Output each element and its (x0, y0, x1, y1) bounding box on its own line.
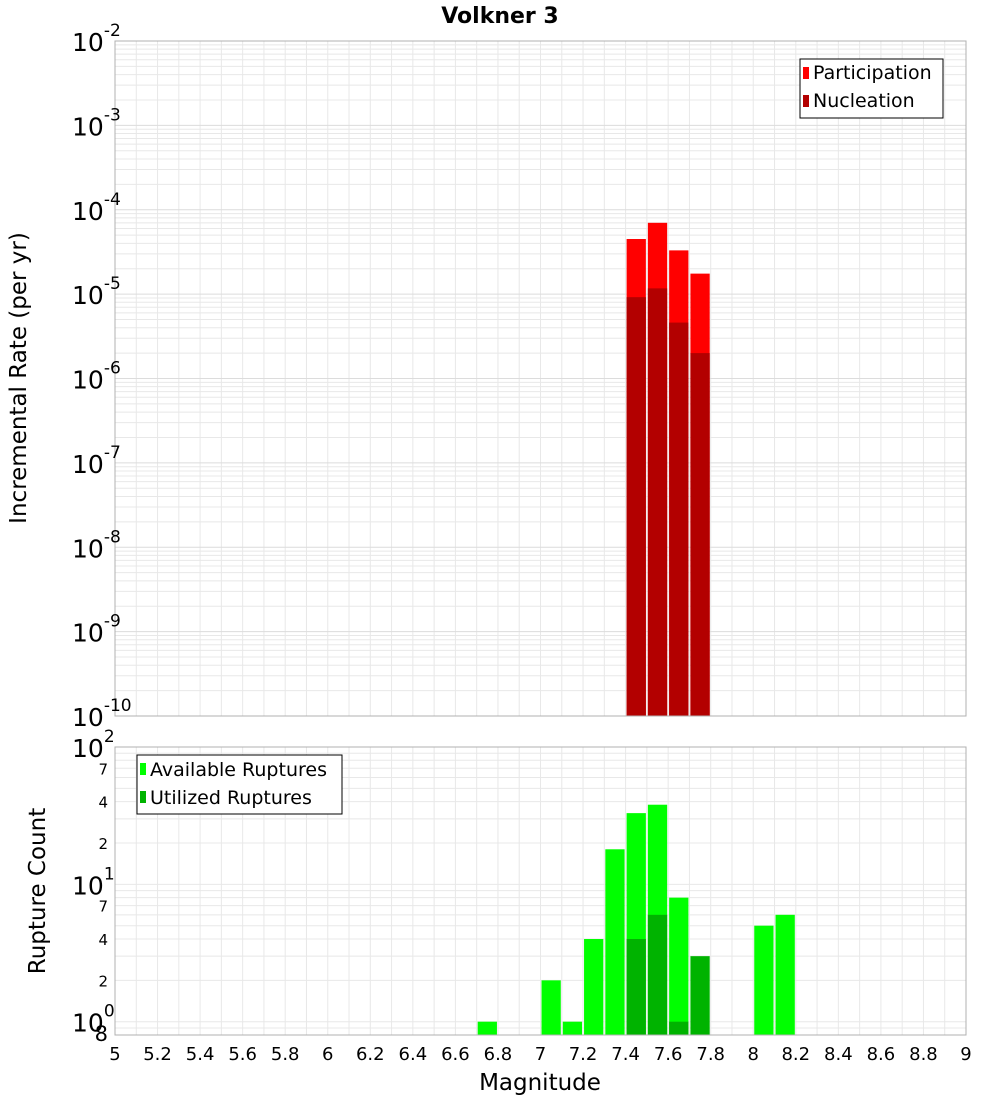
legend-label-available: Available Ruptures (150, 759, 327, 781)
legend-label-participation: Participation (813, 62, 932, 84)
bottom-y-minor-tick-label: 4 (98, 794, 108, 812)
bottom-bar-available-ruptures (541, 980, 561, 1035)
x-tick-label: 5.8 (271, 1044, 300, 1065)
bottom-bar-available-ruptures (584, 939, 604, 1035)
top-y-tick-exponent: -6 (104, 359, 121, 379)
legend-swatch-utilized (140, 791, 146, 803)
x-tick-label: 9 (960, 1044, 971, 1065)
x-tick-label: 8.2 (781, 1044, 810, 1065)
bottom-bar-available-ruptures (754, 925, 774, 1035)
bottom-y-tick-label: 100 (72, 1002, 115, 1038)
x-tick-label: 7 (535, 1044, 546, 1065)
bottom-plot-area (114, 746, 967, 1036)
bottom-y-minor-tick-label: 2 (98, 972, 108, 990)
x-tick-label: 5.6 (228, 1044, 257, 1065)
top-plot-area (114, 40, 967, 717)
top-plot-bars (626, 222, 710, 717)
top-y-tick-label: 10-2 (72, 21, 121, 57)
top-y-tick-label: 10-10 (72, 696, 132, 732)
top-y-tick-exponent: -4 (104, 190, 121, 210)
top-y-axis-label: Incremental Rate (per yr) (6, 232, 32, 524)
legend-swatch-participation (803, 67, 809, 79)
top-y-tick-exponent: -10 (104, 696, 132, 716)
top-y-tick-exponent: -7 (104, 443, 121, 463)
top-y-tick-exponent: -3 (104, 105, 121, 125)
legend-label-nucleation: Nucleation (813, 90, 915, 112)
top-y-tick-exponent: -8 (104, 527, 121, 547)
x-tick-label: 6 (322, 1044, 333, 1065)
legend-swatch-available (140, 763, 146, 775)
x-axis-ticks: 5 5.2 5.4 5.6 5.8 6 6.2 6.4 6.6 6.8 7 7.2 7.4 7.6 7.8 8… (109, 1044, 971, 1065)
legend-swatch-nucleation (803, 95, 809, 107)
bottom-y-tick-label: 102 (72, 727, 115, 763)
top-plot-gridlines (114, 41, 967, 717)
x-tick-label: 6.4 (399, 1044, 428, 1065)
bottom-legend: Available Ruptures Utilized Ruptures (136, 754, 343, 815)
top-y-tick-label: 10-5 (72, 274, 121, 310)
top-y-tick-label: 10-6 (72, 359, 121, 395)
bottom-plot-bars (477, 804, 795, 1035)
bottom-y-tick-exponent: 1 (104, 864, 115, 884)
top-y-axis-ticks: 10-10 10-9 10-8 10-7 10-6 10-5 10-4 10-3 10-2 (72, 21, 132, 732)
x-axis-label: Magnitude (479, 1070, 601, 1096)
bottom-y-minor-tick-label: 7 (98, 898, 108, 916)
bottom-y-minor-tick-label: 8 (95, 1022, 108, 1046)
x-tick-label: 5.4 (186, 1044, 215, 1065)
top-bar-nucleation (647, 288, 668, 716)
legend-label-utilized: Utilized Ruptures (150, 787, 312, 809)
top-y-tick-exponent: -5 (104, 274, 121, 294)
bottom-bar-available-ruptures (669, 897, 689, 1035)
bottom-bar-available-ruptures (605, 849, 625, 1035)
x-tick-label: 6.8 (484, 1044, 513, 1065)
x-tick-label: 8.4 (824, 1044, 853, 1065)
bottom-y-tick-label: 101 (72, 864, 115, 900)
top-legend-box (799, 58, 944, 119)
top-bar-nucleation (626, 297, 646, 716)
x-tick-label: 7.6 (654, 1044, 683, 1065)
x-tick-label: 8.8 (909, 1044, 938, 1065)
bottom-bar-available-ruptures (477, 1021, 497, 1035)
x-tick-label: 6.2 (356, 1044, 385, 1065)
top-y-tick-exponent: -9 (104, 612, 121, 632)
bottom-bar-utilized-ruptures (669, 1021, 689, 1035)
chart-title: Volkner 3 (441, 4, 559, 29)
bottom-y-tick-exponent: 0 (104, 1002, 115, 1022)
bottom-legend-box (136, 754, 343, 815)
top-bar-nucleation (690, 353, 710, 716)
x-tick-label: 5 (109, 1044, 120, 1065)
bottom-y-minor-tick-label: 7 (98, 760, 108, 778)
x-tick-label: 8.6 (867, 1044, 896, 1065)
top-y-tick-label: 10-9 (72, 612, 121, 648)
x-tick-label: 5.2 (143, 1044, 172, 1065)
bottom-bar-utilized-ruptures (690, 956, 710, 1035)
x-tick-label: 7.2 (569, 1044, 598, 1065)
bottom-y-minor-tick-label: 4 (98, 931, 108, 949)
top-y-tick-exponent: -2 (104, 21, 121, 41)
top-y-tick-label: 10-8 (72, 527, 121, 563)
top-legend: Participation Nucleation (799, 58, 944, 119)
x-tick-label: 7.4 (611, 1044, 640, 1065)
bottom-bar-utilized-ruptures (626, 939, 646, 1035)
bottom-bar-utilized-ruptures (647, 914, 668, 1035)
x-tick-label: 6.6 (441, 1044, 470, 1065)
x-tick-label: 7.8 (696, 1044, 725, 1065)
bottom-y-axis-label: Rupture Count (25, 808, 51, 974)
top-bar-nucleation (669, 322, 689, 716)
bottom-bar-available-ruptures (562, 1021, 583, 1035)
top-y-tick-label: 10-4 (72, 190, 121, 226)
top-y-tick-label: 10-3 (72, 105, 121, 141)
x-tick-label: 8 (748, 1044, 759, 1065)
top-y-tick-label: 10-7 (72, 443, 121, 479)
bottom-y-tick-exponent: 2 (104, 727, 115, 747)
bottom-y-minor-tick-label: 2 (98, 835, 108, 853)
bottom-bar-available-ruptures (775, 914, 795, 1035)
